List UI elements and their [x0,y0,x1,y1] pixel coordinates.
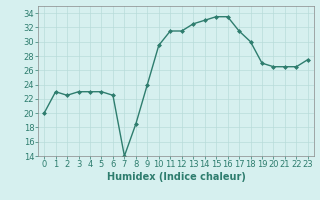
X-axis label: Humidex (Indice chaleur): Humidex (Indice chaleur) [107,172,245,182]
